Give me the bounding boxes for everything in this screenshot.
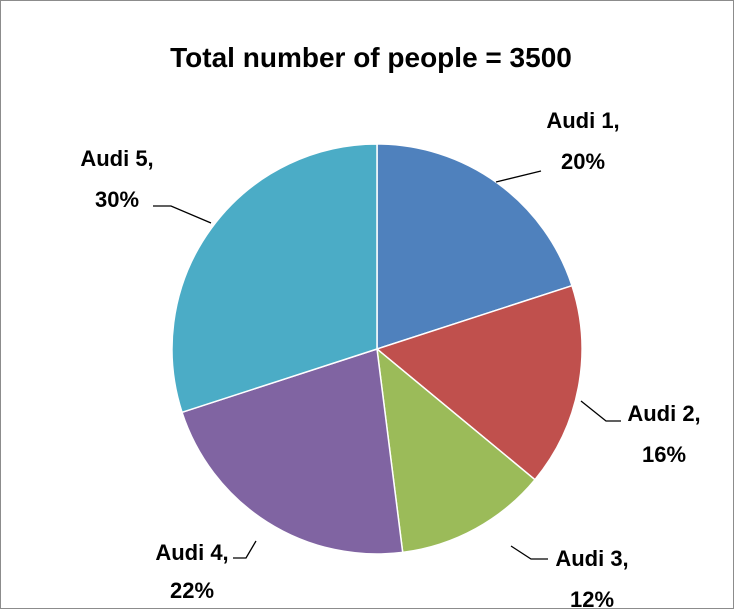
slice-label-name-5: Audi 5, bbox=[80, 146, 153, 171]
pie-slice-1 bbox=[376, 143, 573, 351]
slice-label-percent-2: 16% bbox=[642, 442, 686, 467]
leader-line-3 bbox=[510, 545, 548, 560]
slice-label-percent-1: 20% bbox=[561, 149, 605, 174]
slice-label-percent-3: 12% bbox=[570, 587, 614, 610]
leader-line-4 bbox=[233, 540, 257, 559]
leader-lines bbox=[153, 170, 621, 560]
leader-line-5 bbox=[153, 205, 212, 224]
slice-label-name-3: Audi 3, bbox=[555, 546, 628, 571]
pie-slices bbox=[171, 143, 583, 555]
slice-label-name-4: Audi 4, bbox=[155, 540, 228, 565]
pie-slice-5 bbox=[171, 143, 378, 414]
slice-label-percent-5: 30% bbox=[95, 187, 139, 212]
slice-label-percent-4: 22% bbox=[170, 578, 214, 603]
leader-line-2 bbox=[580, 400, 621, 422]
slice-labels: Audi 1, 20% Audi 2, 16% Audi 3, 12% Audi 4, 22%… bbox=[80, 108, 700, 610]
pie-slice-2 bbox=[375, 284, 583, 481]
chart-title: Total number of people = 3500 bbox=[170, 42, 572, 73]
slice-label-name-1: Audi 1, bbox=[546, 108, 619, 133]
slice-label-name-2: Audi 2, bbox=[627, 401, 700, 426]
leader-line-1 bbox=[495, 170, 542, 183]
pie-slice-3 bbox=[376, 347, 537, 554]
pie-slice-4 bbox=[181, 348, 404, 555]
